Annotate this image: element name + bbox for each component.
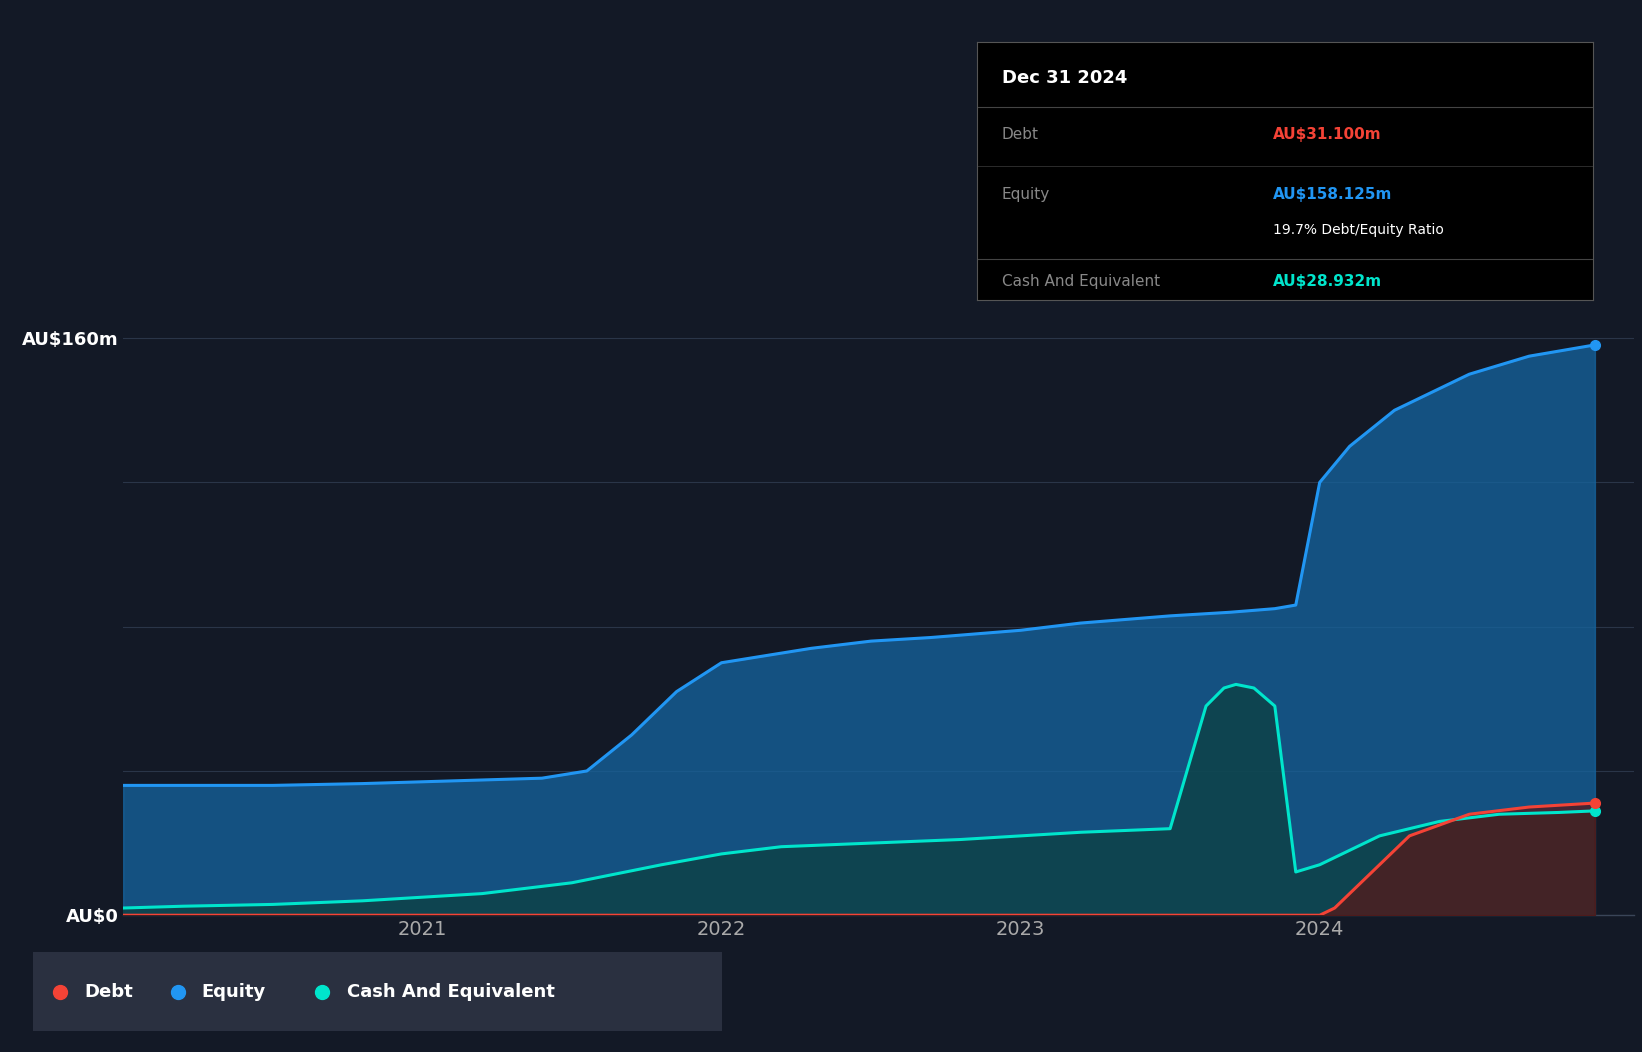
Text: Equity: Equity: [1002, 186, 1049, 202]
Text: Debt: Debt: [1002, 127, 1039, 142]
Text: AU$158.125m: AU$158.125m: [1273, 186, 1392, 202]
Text: Debt: Debt: [85, 983, 133, 1000]
Text: Dec 31 2024: Dec 31 2024: [1002, 69, 1126, 87]
Text: AU$31.100m: AU$31.100m: [1273, 127, 1381, 142]
Text: Equity: Equity: [202, 983, 266, 1000]
Text: Cash And Equivalent: Cash And Equivalent: [1002, 275, 1159, 289]
Text: 19.7% Debt/Equity Ratio: 19.7% Debt/Equity Ratio: [1273, 223, 1443, 238]
Text: Cash And Equivalent: Cash And Equivalent: [346, 983, 555, 1000]
Text: AU$28.932m: AU$28.932m: [1273, 275, 1381, 289]
